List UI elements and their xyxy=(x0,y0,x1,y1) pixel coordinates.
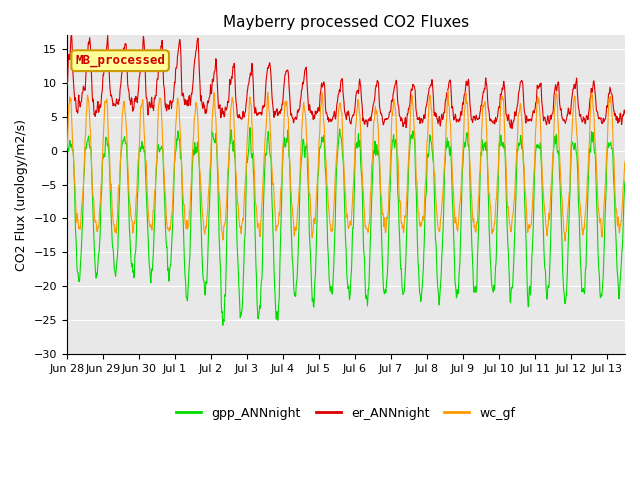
Y-axis label: CO2 Flux (urology/m2/s): CO2 Flux (urology/m2/s) xyxy=(15,119,28,271)
Text: MB_processed: MB_processed xyxy=(75,54,165,67)
Legend: gpp_ANNnight, er_ANNnight, wc_gf: gpp_ANNnight, er_ANNnight, wc_gf xyxy=(172,402,520,425)
Title: Mayberry processed CO2 Fluxes: Mayberry processed CO2 Fluxes xyxy=(223,15,469,30)
